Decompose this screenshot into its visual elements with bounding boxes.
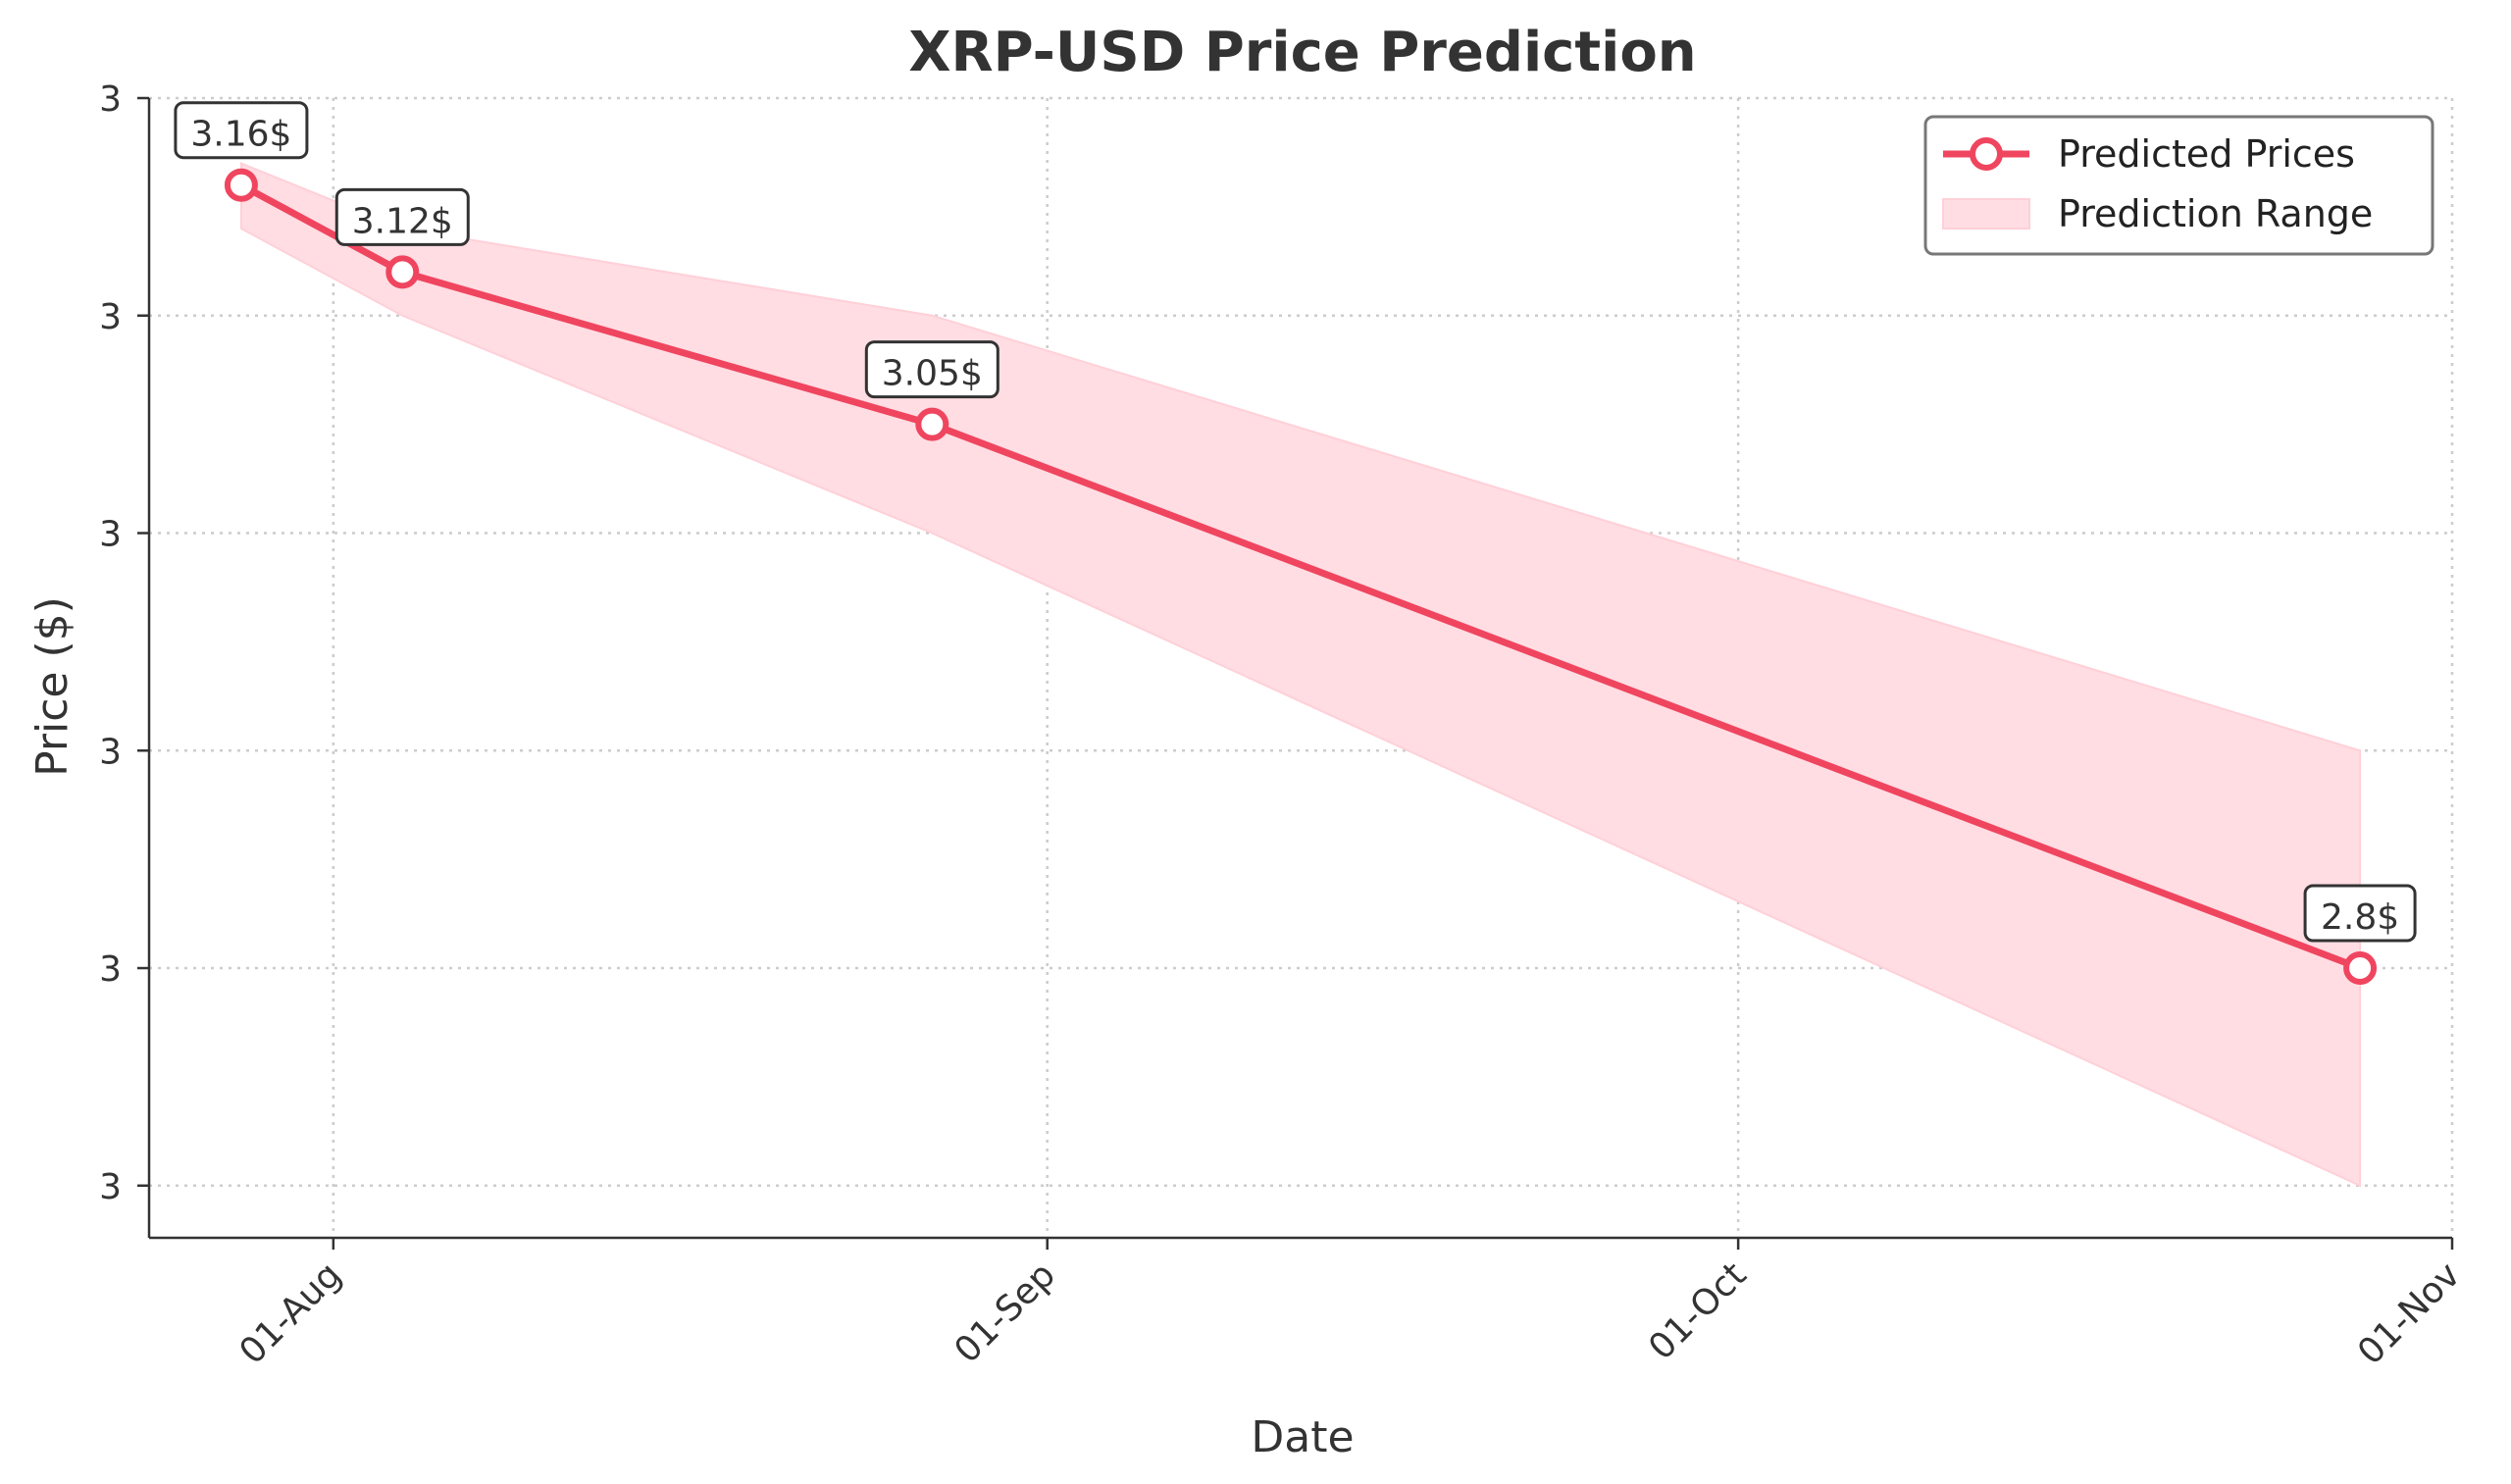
legend: Predicted Prices Prediction Range <box>1923 115 2434 256</box>
data-label: 3.16$ <box>190 115 291 155</box>
data-label-box <box>174 101 309 160</box>
predicted-price-point <box>385 255 420 289</box>
y-tick-label: 3 <box>99 1167 122 1207</box>
y-tick-label: 3 <box>99 297 122 337</box>
y-tick-label: 3 <box>99 79 122 120</box>
legend-marker-swatch <box>1970 137 2003 171</box>
data-label-box <box>864 340 999 399</box>
predicted-price-path <box>239 181 2362 972</box>
predicted-price-point <box>224 168 258 202</box>
predicted-price-line <box>224 168 2378 986</box>
data-label-box <box>2303 884 2417 943</box>
prediction-range-area <box>239 162 2362 1188</box>
y-tick-label: 3 <box>99 949 122 990</box>
data-label-box <box>334 187 470 246</box>
prediction-range-band <box>239 162 2362 1188</box>
legend-frame <box>1923 115 2434 256</box>
predicted-price-point <box>2343 951 2378 986</box>
data-label: 2.8$ <box>2321 897 2399 938</box>
chart-title: XRP-USD Price Prediction <box>908 21 1696 84</box>
x-axis-label: Date <box>1251 1412 1354 1462</box>
data-label: 3.05$ <box>882 354 983 394</box>
y-tick-label: 3 <box>99 515 122 555</box>
y-axis-label: Price ($) <box>27 596 77 777</box>
axes <box>137 96 2454 1250</box>
legend-label-predicted: Predicted Prices <box>2058 132 2355 176</box>
data-label: 3.12$ <box>352 201 453 241</box>
predicted-price-point <box>915 407 949 441</box>
legend-label-range: Prediction Range <box>2058 192 2373 235</box>
y-tick-label: 3 <box>99 732 122 772</box>
legend-band-swatch <box>1942 198 2030 230</box>
annotations: 3.16$ 3.12$ 3.05$ 2.8$ <box>174 101 2417 943</box>
